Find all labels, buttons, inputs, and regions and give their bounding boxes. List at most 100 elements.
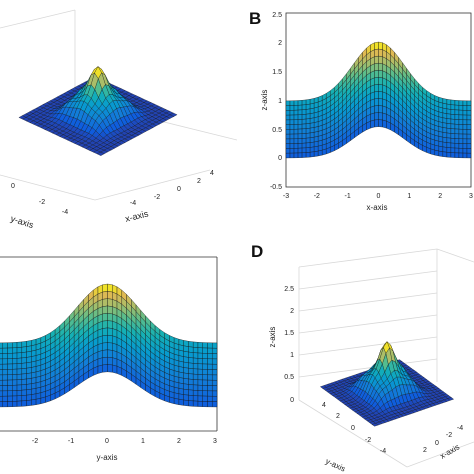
x-tick-a: 0 [177,186,181,193]
surface-cell [309,117,315,124]
surface-cell [458,138,464,144]
surface-cell [378,62,383,72]
z-tick-d: 0 [290,397,294,404]
surface-cell [462,143,468,149]
surface-cell [297,119,303,125]
y-tick-d: -4 [380,448,386,455]
surface-cell [2,353,8,360]
x-axis-label-d: x-axis [439,442,462,460]
x-tick-b: 0 [377,193,381,200]
surface-cell [374,48,379,57]
surface-cell [178,382,184,390]
surface-cell [197,401,203,407]
surface-cell [289,124,295,130]
surface-cell [450,99,456,106]
x-tick-d: 0 [435,440,439,447]
surface-cell [183,378,189,385]
surface-cell [374,105,379,114]
surface-cell [446,103,452,110]
surface-cell [183,394,189,401]
surface-cell [374,112,379,121]
surface-cell [197,347,203,354]
surface-cell [207,395,213,402]
surface-cell [378,91,383,100]
surface-cell [31,388,37,395]
surface-cell [107,342,113,351]
surface-cell [202,395,208,402]
surface-cell [16,357,22,364]
surface-cell [21,373,27,380]
surface-cell [293,105,299,111]
surface-cell [107,298,113,307]
surface-cell [434,149,440,157]
surface-cell [188,346,194,353]
surface-cell [450,109,456,115]
surface-cell [16,352,22,359]
surface-cell [374,98,379,107]
surface-mesh-d [319,341,455,427]
surface-cell [462,129,468,135]
z-tick-b: 0.5 [272,127,282,134]
surface-cell [7,369,13,375]
surface-cell [2,401,8,408]
surface-cell [183,340,189,347]
z-tick-b: 1.5 [272,69,282,76]
surface-cell [305,127,311,134]
y-tick-d: -2 [365,437,371,444]
surface-cell [212,364,218,370]
surface-cell [374,41,379,50]
surface-cell [293,148,299,154]
surface-cell [450,104,456,111]
surface-cell [202,401,208,408]
surface-cell [21,400,27,407]
surface-cell [7,353,13,359]
surface-cell [442,117,448,124]
surface-cell [293,143,299,149]
surface-cell [446,132,452,139]
surface-cell [293,128,299,135]
surface-cell [466,114,472,121]
surface-cell [207,374,213,381]
z-tick-d: 2 [290,308,294,315]
surface-cell [285,119,291,125]
surface-mesh-c [0,283,218,408]
surface-cell [309,146,315,153]
surface-cell [297,104,303,111]
surface-cell [442,151,448,158]
surface-cell [212,353,218,360]
surface-cell [102,291,108,300]
surface-cell [193,341,199,348]
surface-cell [12,342,18,349]
surface-cell [7,347,13,354]
surface-cell [438,141,444,148]
surface-cell [293,109,299,116]
panel-b: B -0.5 0 0.5 1 1.5 2 2.5 -3 -2 -1 0 1 2 3 x-axis z-ax… [237,0,474,237]
surface-cell [438,136,444,143]
surface-cell [301,138,307,144]
surface-cell [31,382,37,390]
surface-cell [285,124,291,130]
x-tick-c: -2 [32,438,38,445]
surface-cell [16,395,22,402]
surface-cell [7,401,13,408]
surface-cell [442,112,448,119]
surface-cell [26,340,32,347]
surface-cell [313,136,319,143]
surface-cell [285,143,291,149]
surface-cell [297,143,303,149]
surface-cell [285,152,291,159]
surface-cell [193,368,199,375]
surface-cell [188,362,194,369]
surface-cell [378,112,383,121]
surface-cell [462,133,468,140]
surface-cell [462,100,468,106]
surface-cell [16,373,22,380]
surface-cell [301,114,307,120]
surface-cell [378,105,383,114]
surface-cell [458,128,464,135]
x-tick-b: 3 [469,193,473,200]
surface-cell [442,141,448,148]
surface-cell [12,401,18,407]
surface-cell [378,119,383,128]
